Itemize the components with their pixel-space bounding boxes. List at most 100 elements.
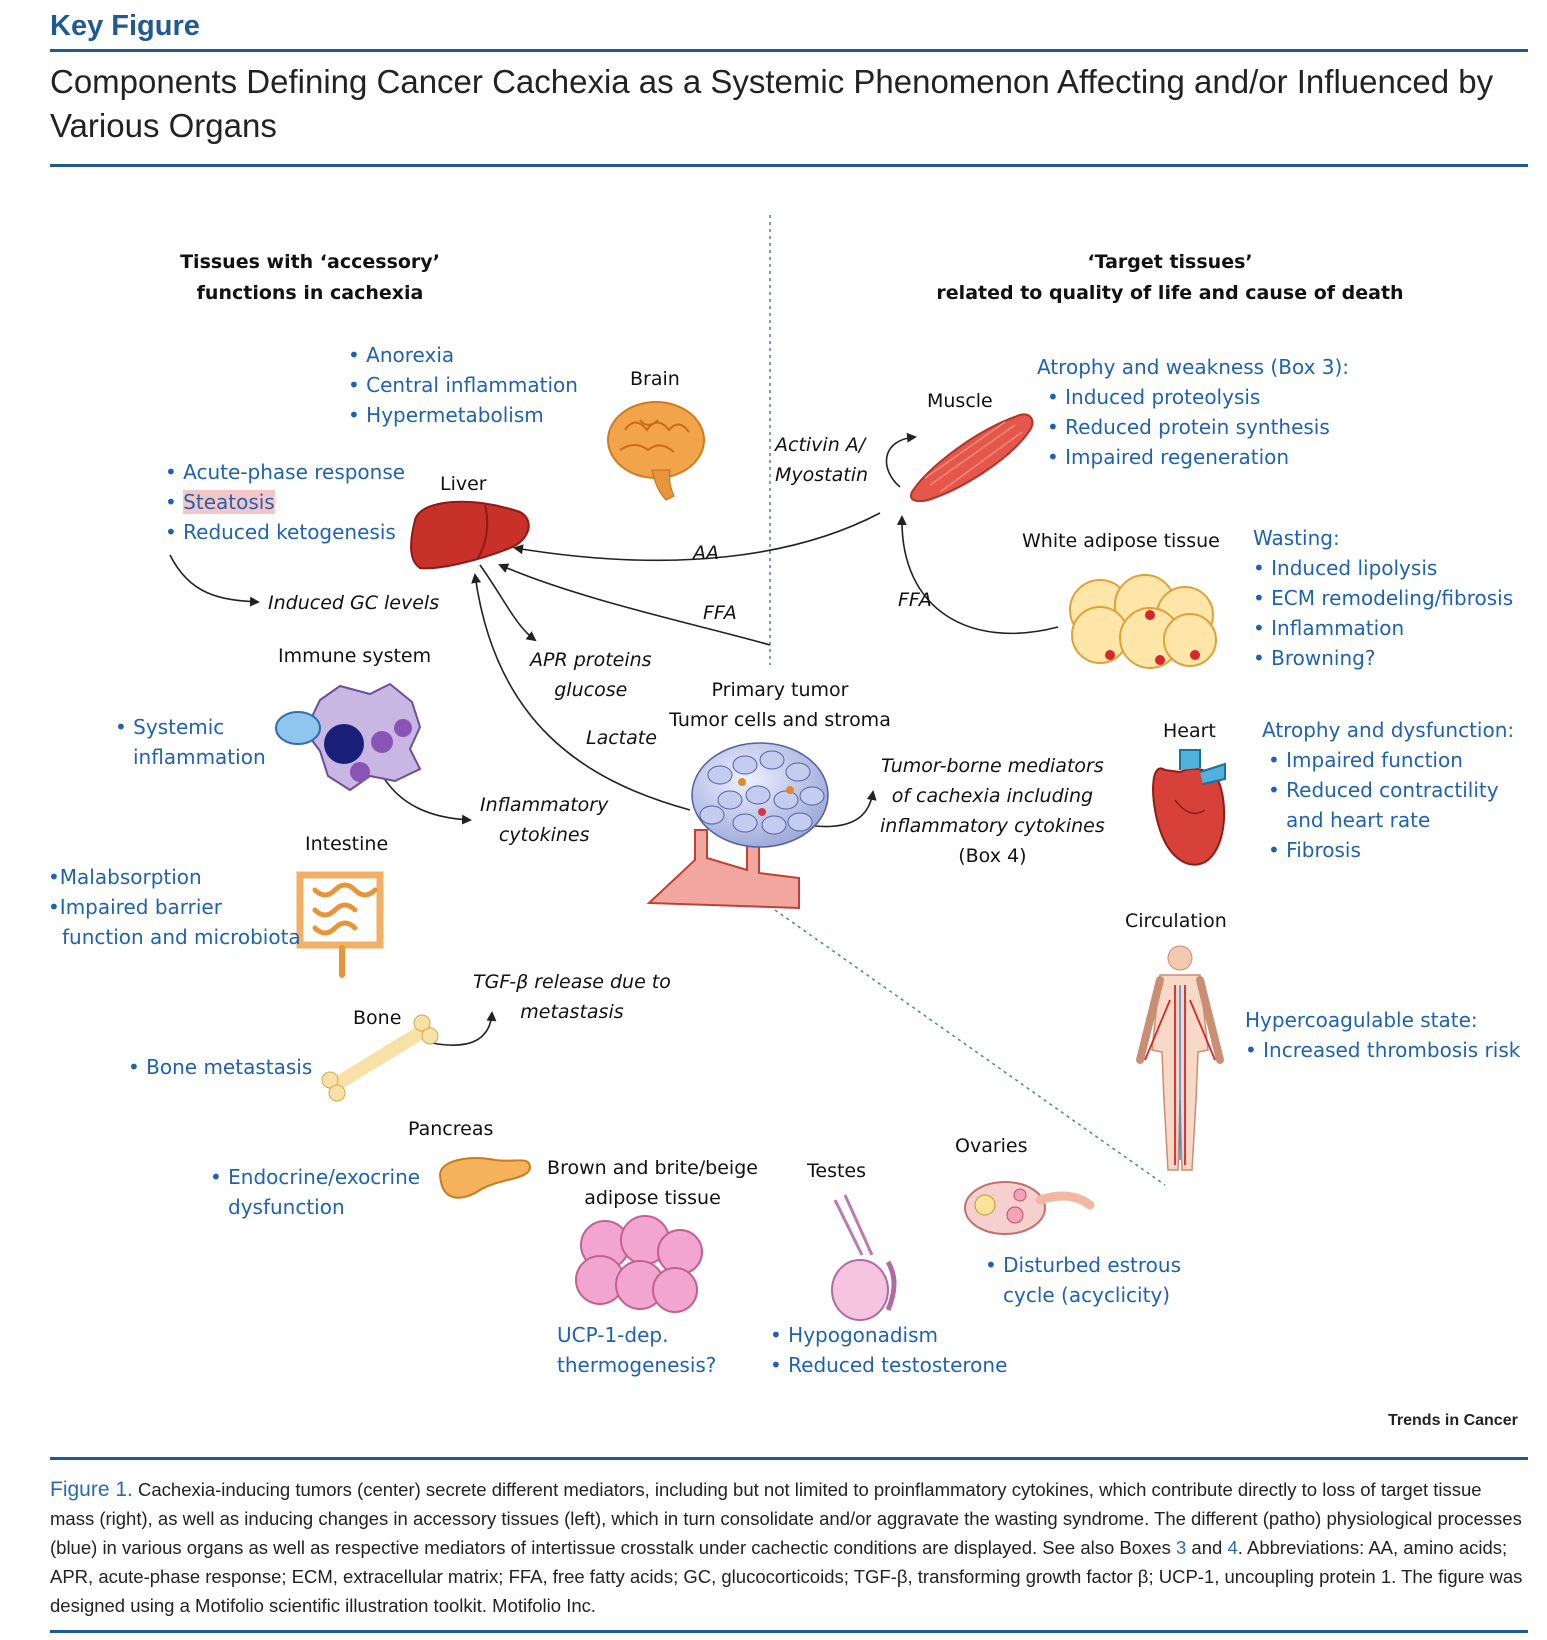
gc-arrow: [170, 555, 258, 602]
caption-rule-top: [50, 1457, 1528, 1460]
lactate-label: Lactate: [586, 723, 657, 753]
brain-illustration: [608, 402, 704, 500]
figure-caption: Figure 1. Cachexia-inducing tumors (cent…: [50, 1475, 1528, 1620]
cytokines-line2: cytokines: [480, 820, 608, 850]
pancreas-effects: • Endocrine/exocrine dysfunction: [210, 1162, 420, 1222]
intestine-effect-item: •Impaired barrier: [48, 892, 301, 922]
heart-illustration: [1153, 750, 1225, 865]
activin-arrow: [886, 437, 915, 487]
tumor-illustration: [649, 743, 828, 908]
heart-effect-item: and heart rate: [1268, 805, 1499, 835]
immune-effect-line1: • Systemic: [115, 712, 266, 742]
cytokines-line1: Inflammatory: [480, 790, 608, 820]
heart-effect-item: • Fibrosis: [1268, 835, 1499, 865]
brain-effect-item: Hypermetabolism: [348, 400, 578, 430]
organ-label-heart: Heart: [1163, 720, 1216, 742]
pancreas-illustration: [440, 1158, 530, 1198]
brain-effects: Anorexia Central inflammation Hypermetab…: [348, 340, 578, 430]
muscle-effect-item: Reduced protein synthesis: [1047, 412, 1330, 442]
ovaries-illustration: [965, 1182, 1090, 1234]
muscle-effect-item: Induced proteolysis: [1047, 382, 1330, 412]
box-3-link[interactable]: 3: [1176, 1537, 1186, 1558]
tumor-label-line2: Tumor cells and stroma: [665, 705, 895, 735]
brain-effect-item: Central inflammation: [348, 370, 578, 400]
heart-effect-item: • Impaired function: [1268, 745, 1499, 775]
caption-label: Figure 1.: [50, 1478, 133, 1501]
immune-effect-line2: inflammation: [115, 742, 266, 772]
steatosis-highlight: Steatosis: [183, 490, 275, 514]
liver-effects: Acute-phase response Steatosis Reduced k…: [165, 457, 405, 547]
apr-line1: APR proteins: [530, 645, 652, 675]
organ-label-ovaries: Ovaries: [955, 1135, 1028, 1157]
accessory-header-line1: Tissues with ‘accessory’: [145, 247, 475, 278]
organ-label-bone: Bone: [353, 1007, 401, 1029]
organ-label-tumor: Primary tumor Tumor cells and stroma: [665, 675, 895, 735]
tgf-beta-label: TGF-β release due to metastasis: [473, 967, 671, 1027]
tumor-mediators-label: Tumor-borne mediators of cachexia includ…: [880, 751, 1105, 871]
organ-label-brain: Brain: [630, 368, 680, 390]
ovaries-effect-line2: cycle (acyclicity): [985, 1280, 1181, 1310]
wat-effect-item: Induced lipolysis: [1253, 553, 1513, 583]
bone-effect-item: Bone metastasis: [128, 1052, 312, 1082]
pancreas-effect-line2: dysfunction: [210, 1192, 420, 1222]
accessory-tissues-header: Tissues with ‘accessory’ functions in ca…: [145, 247, 475, 309]
caption-and: and: [1191, 1537, 1222, 1558]
organ-label-liver: Liver: [440, 473, 487, 495]
organ-label-pancreas: Pancreas: [408, 1118, 493, 1140]
box-4-link[interactable]: 4: [1227, 1537, 1237, 1558]
organ-label-wat: White adipose tissue: [1022, 530, 1220, 552]
ffa-right-label: FFA: [898, 585, 932, 615]
liver-effect-item: Reduced ketogenesis: [165, 517, 405, 547]
accessory-header-line2: functions in cachexia: [145, 278, 475, 309]
tumor-label-line1: Primary tumor: [665, 675, 895, 705]
tgf-line1: TGF-β release due to: [473, 967, 671, 997]
ffa-left-label: FFA: [703, 598, 737, 628]
target-header-line2: related to quality of life and cause of …: [930, 278, 1410, 309]
bat-illustration: [576, 1216, 702, 1312]
heart-effects: • Impaired function • Reduced contractil…: [1268, 745, 1499, 865]
box4-label: (Box 4): [880, 841, 1105, 871]
circulation-illustration: [1140, 946, 1220, 1170]
bat-effects: UCP-1-dep. thermogenesis?: [557, 1320, 716, 1380]
circulation-effects-title: Hypercoagulable state:: [1245, 1005, 1478, 1035]
intestine-effect-item: •Malabsorption: [48, 862, 301, 892]
inflammatory-cytokines-label: Inflammatory cytokines: [480, 790, 608, 850]
testes-illustration: [832, 1195, 894, 1320]
heart-effect-item: • Reduced contractility: [1268, 775, 1499, 805]
wat-effects: Induced lipolysis ECM remodeling/fibrosi…: [1253, 553, 1513, 673]
activin-line2: Myostatin: [775, 460, 868, 490]
heart-effects-title: Atrophy and dysfunction:: [1262, 715, 1514, 745]
apr-line2: glucose: [530, 675, 652, 705]
muscle-effects: Induced proteolysis Reduced protein synt…: [1047, 382, 1330, 472]
journal-credit: Trends in Cancer: [1388, 1412, 1518, 1430]
wat-effect-item: ECM remodeling/fibrosis: [1253, 583, 1513, 613]
organ-label-bat: Brown and brite/beige adipose tissue: [540, 1153, 765, 1213]
immune-illustration: [276, 684, 420, 790]
circulation-effects: Increased thrombosis risk: [1245, 1035, 1520, 1065]
tumor-mediators-line2: of cachexia including: [880, 781, 1105, 811]
organ-label-muscle: Muscle: [927, 390, 993, 412]
bat-label-line1: Brown and brite/beige: [540, 1153, 765, 1183]
tumor-mediators-line1: Tumor-borne mediators: [880, 751, 1105, 781]
liver-effect-item: Acute-phase response: [165, 457, 405, 487]
intestine-illustration: [300, 875, 380, 975]
organ-label-testes: Testes: [807, 1160, 866, 1182]
organ-label-circulation: Circulation: [1125, 910, 1227, 932]
caption-rule-bottom: [50, 1630, 1528, 1633]
induced-gc-label: Induced GC levels: [268, 588, 439, 618]
organ-label-intestine: Intestine: [305, 833, 388, 855]
testes-effect-item: Reduced testosterone: [770, 1350, 1007, 1380]
aa-label: AA: [693, 538, 719, 568]
bat-effect-line1: UCP-1-dep.: [557, 1320, 716, 1350]
target-header-line1: ‘Target tissues’: [930, 247, 1410, 278]
testes-effect-item: Hypogonadism: [770, 1320, 1007, 1350]
muscle-effect-item: Impaired regeneration: [1047, 442, 1330, 472]
testes-effects: Hypogonadism Reduced testosterone: [770, 1320, 1007, 1380]
bone-effects: Bone metastasis: [128, 1052, 312, 1082]
brain-effect-item: Anorexia: [348, 340, 578, 370]
activin-line1: Activin A/: [775, 430, 868, 460]
tgf-line2: metastasis: [473, 997, 671, 1027]
immune-effects: • Systemic inflammation: [115, 712, 266, 772]
wat-effect-item: Browning?: [1253, 643, 1513, 673]
pancreas-effect-line1: • Endocrine/exocrine: [210, 1162, 420, 1192]
